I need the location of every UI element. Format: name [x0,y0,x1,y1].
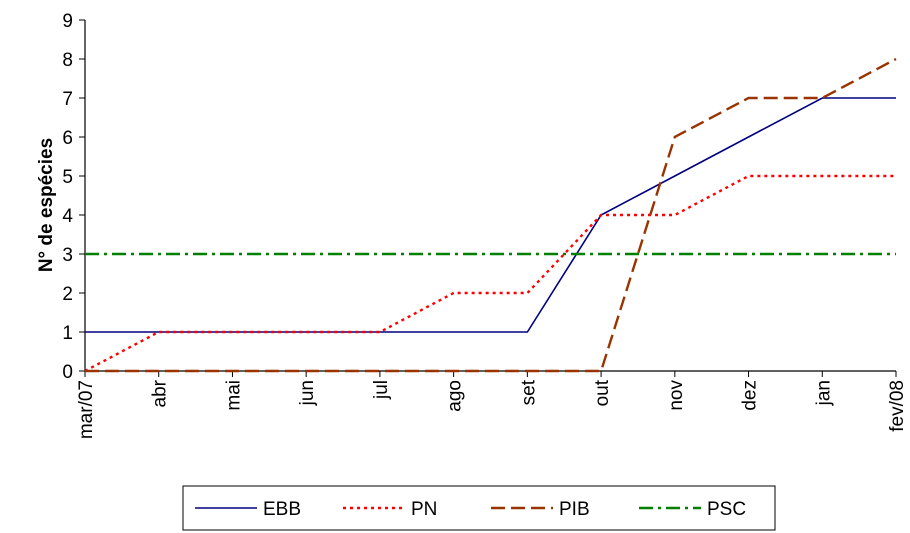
x-tick-label: jul [371,380,392,400]
y-tick-label: 4 [62,206,73,227]
series-line-pib [85,57,897,373]
series-line-pn [84,174,896,373]
y-tick-label: 9 [62,11,73,32]
series-line-ebb [85,97,896,333]
x-tick-label: out [592,379,613,406]
x-tick-label: abr [150,379,171,407]
legend-label-pn: PN [411,499,437,520]
y-tick-label: 8 [62,50,73,71]
y-axis-label: N° de espécies [36,138,57,272]
x-tick-label: fev/08 [887,380,908,432]
y-tick-label: 1 [62,323,73,344]
x-tick-label: mar/07 [76,380,97,439]
y-tick-label: 6 [62,128,73,149]
y-tick-label: 0 [62,362,73,383]
legend-label-pib: PIB [559,499,590,520]
x-tick-label: jan [813,380,834,406]
x-tick-labels: mar/07 abr mai jun jul ago set out nov dez jan fev/… [76,379,908,439]
x-tick-label: dez [740,380,761,411]
axes [79,19,897,377]
series-lines [84,57,897,373]
x-tick-label: nov [666,380,687,411]
legend-label-psc: PSC [707,499,746,520]
y-tick-label: 5 [62,167,73,188]
legend-label-ebb: EBB [263,499,301,520]
y-tick-label: 7 [62,89,73,110]
legend: EBB PN PIB PSC [182,485,776,531]
x-tick-label: ago [445,380,466,412]
y-tick-label: 2 [62,284,73,305]
y-tick-label: 3 [62,245,73,266]
x-tick-label: set [518,379,539,405]
x-tick-label: jun [297,380,318,406]
y-tick-labels: 0 1 2 3 4 5 6 7 8 9 [62,11,73,383]
x-tick-label: mai [223,380,244,411]
